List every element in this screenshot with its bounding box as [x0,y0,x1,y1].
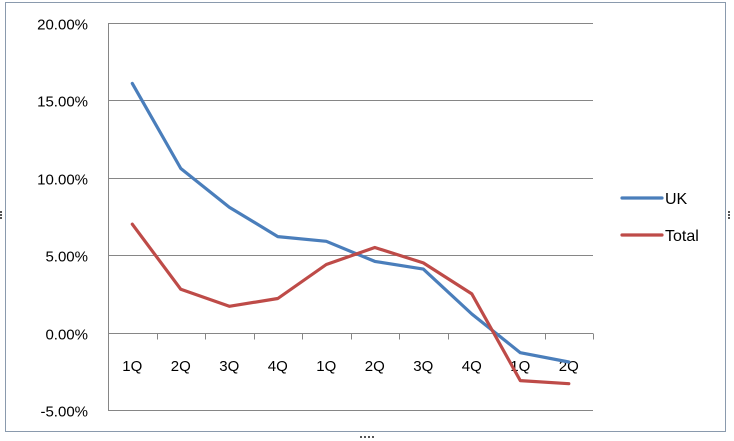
legend-item-total[interactable]: Total [620,228,699,245]
y-tick-label: 5.00% [45,249,88,266]
chart-area[interactable] [5,2,726,432]
series-line-uk[interactable] [130,81,571,364]
resize-handle-right[interactable] [728,210,732,220]
gridlines [108,23,593,411]
y-axis: 20.00% 15.00% 10.00% 5.00% 0.00% -5.00% [37,17,109,421]
y-tick-label: -5.00% [40,404,88,421]
resize-handle-left[interactable] [0,210,4,220]
series-layer [130,81,571,386]
legend-label: Total [665,228,699,245]
resize-handle-bottom[interactable] [359,431,375,440]
y-tick-label: 0.00% [45,327,88,344]
x-tick-label: 3Q [413,358,433,375]
legend-label: UK [665,191,688,208]
series-line-total[interactable] [130,222,571,386]
x-tick-label: 4Q [268,358,288,375]
legend-item-uk[interactable]: UK [620,191,688,208]
x-tick-label: 2Q [365,358,385,375]
y-tick-label: 15.00% [37,94,88,111]
x-axis: 1Q 2Q 3Q 4Q 1Q 2Q 3Q 4Q 1Q 2Q [108,333,594,375]
legend[interactable]: UK Total [620,191,699,245]
x-tick-label: 3Q [219,358,239,375]
x-tick-label: 1Q [316,358,336,375]
x-tick-label: 2Q [171,358,191,375]
x-tick-label: 4Q [462,358,482,375]
y-tick-label: 10.00% [37,172,88,189]
y-tick-label: 20.00% [37,17,88,34]
x-tick-label: 1Q [122,358,142,375]
